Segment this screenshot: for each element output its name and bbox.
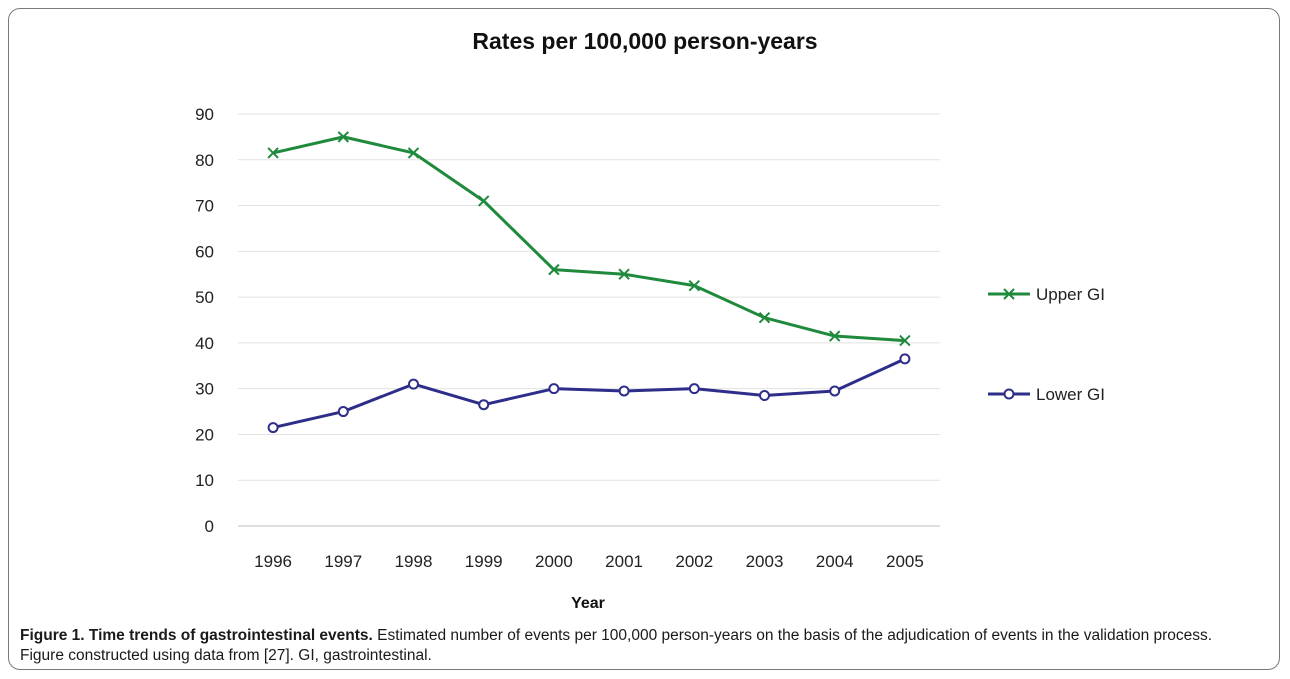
- series-lower-gi: [267, 353, 911, 434]
- x-tick-label: 2001: [605, 552, 643, 571]
- legend-label: Lower GI: [1036, 385, 1105, 404]
- data-point-lower-gi: [759, 390, 770, 402]
- y-tick-label: 90: [195, 105, 214, 124]
- y-tick-label: 0: [205, 517, 214, 536]
- y-tick-label: 80: [195, 151, 214, 170]
- x-tick-label: 2004: [816, 552, 854, 571]
- x-tick-label: 2003: [746, 552, 784, 571]
- legend-item-lower-gi: Lower GI: [988, 385, 1105, 404]
- data-point-lower-gi: [548, 383, 560, 395]
- data-point-lower-gi: [688, 383, 700, 395]
- legend-item-upper-gi: Upper GI: [988, 285, 1105, 304]
- figure-caption: Figure 1. Time trends of gastrointestina…: [20, 626, 1260, 666]
- x-tick-label: 2005: [886, 552, 924, 571]
- data-point-lower-gi: [337, 406, 349, 418]
- data-point-lower-gi: [899, 353, 911, 365]
- y-axis-ticks: 0 10 20 30 40 50 60 70 80 90: [195, 105, 214, 536]
- x-tick-label: 1996: [254, 552, 292, 571]
- line-chart: Rates per 100,000 person-years 0 10 20 30 40…: [195, 28, 1105, 612]
- legend: Upper GI Lower GI: [988, 285, 1105, 404]
- series-line-lower-gi: [272, 357, 906, 430]
- x-tick-label: 2000: [535, 552, 573, 571]
- x-tick-label: 1999: [465, 552, 503, 571]
- x-axis-label: Year: [571, 595, 605, 612]
- y-tick-label: 30: [195, 380, 214, 399]
- data-point-upper-gi: [758, 312, 771, 324]
- data-point-lower-gi: [829, 385, 841, 397]
- y-tick-label: 20: [195, 425, 214, 444]
- caption-title: Figure 1. Time trends of gastrointestina…: [20, 627, 373, 644]
- legend-marker: [1003, 288, 1015, 300]
- data-point-upper-gi: [477, 195, 490, 207]
- caption-text: Estimated number of events per 100,000 p…: [20, 627, 1213, 664]
- data-point-upper-gi: [267, 147, 279, 159]
- data-point-upper-gi: [548, 263, 560, 276]
- data-point-lower-gi: [267, 422, 279, 434]
- y-tick-label: 10: [195, 471, 214, 490]
- data-point-upper-gi: [828, 330, 841, 342]
- data-point-upper-gi: [337, 131, 350, 143]
- series-upper-gi: [267, 131, 911, 347]
- data-point-upper-gi: [899, 334, 911, 347]
- series-layer: [267, 131, 911, 434]
- chart-title: Rates per 100,000 person-years: [472, 28, 817, 54]
- x-tick-label: 1997: [324, 552, 362, 571]
- y-tick-label: 40: [195, 334, 214, 353]
- data-point-upper-gi: [688, 279, 701, 292]
- data-point-upper-gi: [407, 147, 420, 159]
- series-line-upper-gi: [272, 135, 905, 343]
- x-tick-label: 2002: [675, 552, 713, 571]
- y-tick-label: 70: [195, 197, 214, 216]
- x-tick-label: 1998: [395, 552, 433, 571]
- grid-lines: [238, 113, 940, 527]
- figure-frame: [8, 8, 1280, 670]
- data-point-upper-gi: [618, 268, 630, 280]
- legend-marker: [1003, 388, 1015, 400]
- x-axis-ticks: 1996 1997 1998 1999 2000 2001 2002 2003 2004 2005: [254, 552, 924, 571]
- data-point-lower-gi: [408, 378, 419, 390]
- y-tick-label: 60: [195, 242, 214, 261]
- data-point-lower-gi: [618, 385, 630, 397]
- legend-label: Upper GI: [1036, 285, 1105, 304]
- data-point-lower-gi: [478, 399, 490, 411]
- y-tick-label: 50: [195, 288, 214, 307]
